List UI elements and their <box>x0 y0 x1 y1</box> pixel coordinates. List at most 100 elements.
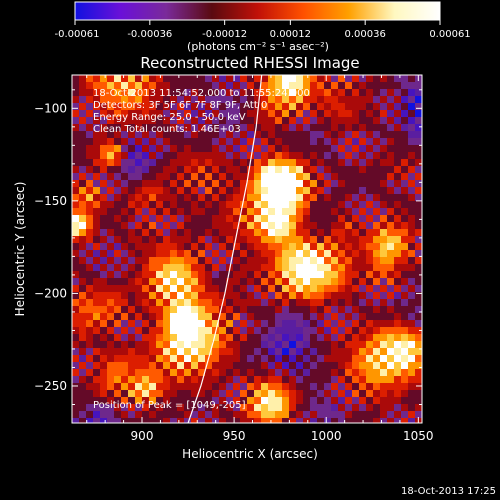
heatmap-cell <box>79 397 87 405</box>
heatmap-cell <box>219 75 227 83</box>
heatmap-cell <box>247 257 255 265</box>
heatmap-cell <box>303 411 311 419</box>
heatmap-cell <box>345 271 353 279</box>
heatmap-cell <box>163 96 171 104</box>
heatmap-cell <box>352 124 360 132</box>
heatmap-cell <box>317 306 325 314</box>
heatmap-cell <box>205 194 213 202</box>
heatmap-cell <box>289 250 297 258</box>
heatmap-cell <box>247 152 255 160</box>
heatmap-cell <box>247 250 255 258</box>
heatmap-cell <box>380 355 388 363</box>
heatmap-cell <box>184 222 192 230</box>
heatmap-cell <box>107 320 115 328</box>
heatmap-cell <box>401 369 409 377</box>
heatmap-cell <box>268 103 276 111</box>
heatmap-cell <box>170 383 178 391</box>
heatmap-cell <box>345 82 353 90</box>
heatmap-cell <box>205 411 213 419</box>
heatmap-cell <box>163 187 171 195</box>
heatmap-cell <box>310 299 318 307</box>
heatmap-cell <box>100 215 108 223</box>
heatmap-cell <box>86 341 94 349</box>
heatmap-cell <box>198 75 206 83</box>
heatmap-cell <box>317 397 325 405</box>
heatmap-cell <box>128 194 136 202</box>
heatmap-cell <box>121 152 129 160</box>
heatmap-cell <box>86 96 94 104</box>
heatmap-cell <box>107 257 115 265</box>
heatmap-cell <box>100 362 108 370</box>
heatmap-cell <box>205 180 213 188</box>
heatmap-cell <box>233 75 241 83</box>
heatmap-cell <box>72 376 80 384</box>
heatmap-cell <box>282 376 290 384</box>
heatmap-cell <box>198 306 206 314</box>
heatmap-cell <box>408 376 416 384</box>
heatmap-cell <box>226 271 234 279</box>
heatmap-cell <box>205 138 213 146</box>
heatmap-cell <box>219 334 227 342</box>
heatmap-cell <box>373 285 381 293</box>
heatmap-cell <box>289 138 297 146</box>
heatmap-cell <box>219 313 227 321</box>
heatmap-cell <box>240 103 248 111</box>
heatmap-cell <box>254 418 262 423</box>
heatmap-cell <box>240 341 248 349</box>
heatmap-cell <box>198 250 206 258</box>
heatmap-cell <box>415 327 422 335</box>
heatmap-cell <box>114 257 122 265</box>
heatmap-cell <box>177 264 185 272</box>
heatmap-cell <box>324 285 332 293</box>
heatmap-cell <box>387 229 395 237</box>
heatmap-cell <box>338 355 346 363</box>
heatmap-cell <box>114 110 122 118</box>
heatmap-cell <box>163 159 171 167</box>
heatmap-cell <box>268 418 276 423</box>
heatmap-cell <box>233 173 241 181</box>
heatmap-cell <box>373 75 381 83</box>
heatmap-cell <box>142 201 150 209</box>
heatmap-cell <box>359 348 367 356</box>
heatmap-cell <box>261 243 269 251</box>
heatmap-cell <box>275 320 283 328</box>
heatmap-cell <box>415 194 422 202</box>
heatmap-cell <box>93 390 101 398</box>
heatmap-cell <box>261 96 269 104</box>
heatmap-cell <box>142 320 150 328</box>
heatmap-cell <box>93 103 101 111</box>
heatmap-cell <box>156 194 164 202</box>
heatmap-cell <box>149 201 157 209</box>
heatmap-cell <box>233 250 241 258</box>
heatmap-cell <box>156 348 164 356</box>
heatmap-cell <box>380 229 388 237</box>
heatmap-cell <box>205 222 213 230</box>
heatmap-cell <box>408 313 416 321</box>
heatmap-cell <box>345 124 353 132</box>
heatmap-cell <box>170 348 178 356</box>
heatmap-cell <box>324 418 332 423</box>
heatmap-cell <box>401 152 409 160</box>
heatmap-cell <box>86 390 94 398</box>
heatmap-cell <box>303 390 311 398</box>
heatmap-cell <box>226 383 234 391</box>
heatmap-cell <box>401 243 409 251</box>
heatmap-cell <box>142 103 150 111</box>
heatmap-cell <box>408 180 416 188</box>
heatmap-cell <box>415 236 422 244</box>
heatmap-cell <box>415 82 422 90</box>
heatmap-cell <box>156 320 164 328</box>
heatmap-cell <box>282 292 290 300</box>
heatmap-cell <box>415 306 422 314</box>
heatmap-cell <box>415 292 422 300</box>
heatmap-cell <box>184 173 192 181</box>
plot-frame <box>71 74 423 424</box>
heatmap-cell <box>261 145 269 153</box>
heatmap-cell <box>128 110 136 118</box>
heatmap-cell <box>261 418 269 423</box>
heatmap-cell <box>247 82 255 90</box>
heatmap-cell <box>114 404 122 412</box>
heatmap-cell <box>156 355 164 363</box>
heatmap-cell <box>184 145 192 153</box>
heatmap-cell <box>163 152 171 160</box>
